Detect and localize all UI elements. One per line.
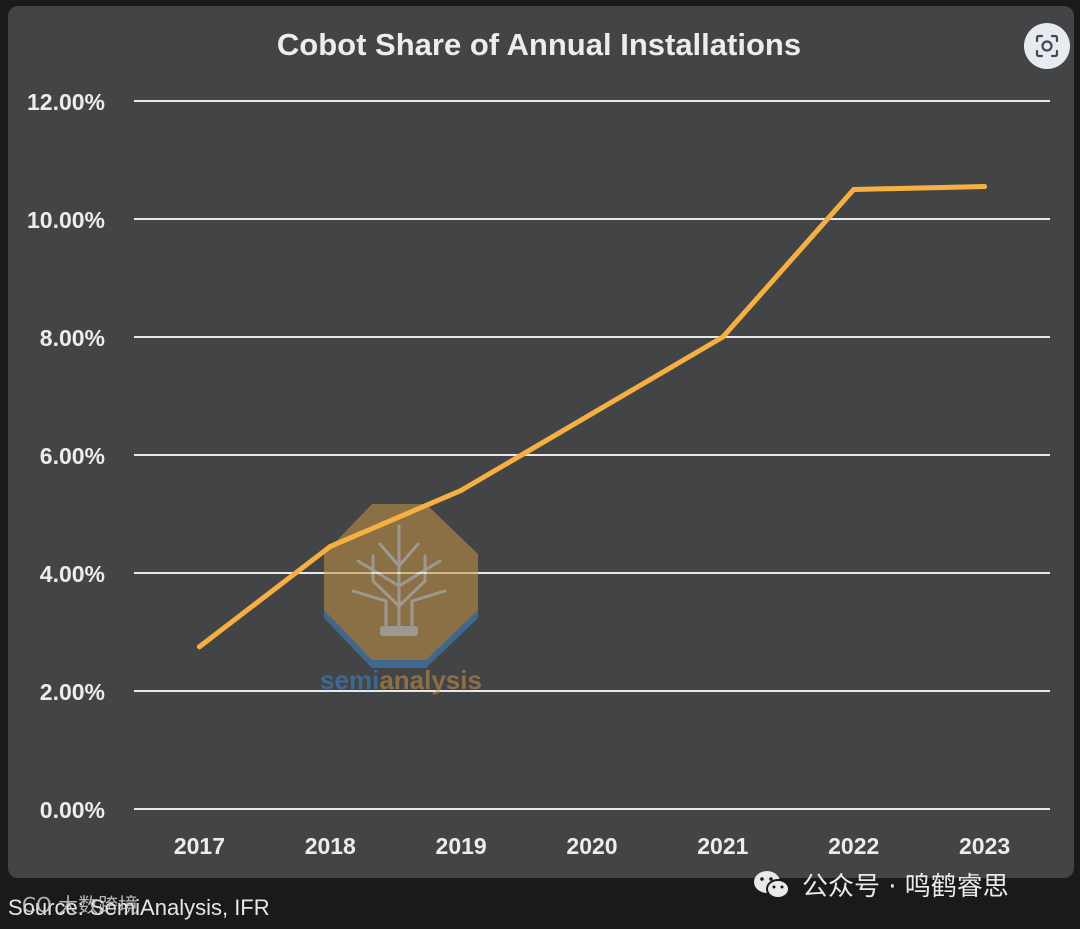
data-point [720,334,726,340]
x-tick-label: 2020 [566,833,617,859]
y-tick-label: 2.00% [40,679,105,705]
watermark-text: semianalysis [320,665,482,695]
y-tick-label: 6.00% [40,443,105,469]
y-tick-label: 12.00% [27,89,105,115]
data-point [982,184,988,190]
data-point [458,487,464,493]
y-tick-label: 0.00% [40,797,105,823]
semianalysis-logo-watermark: semianalysis [320,504,482,695]
x-axis-ticks: 2017 2018 2019 2020 2021 2022 2023 [174,833,1010,859]
wechat-account-name: 公众号 · 鸣鹤睿思 [802,872,1009,902]
data-point [851,187,857,192]
x-tick-label: 2022 [828,833,879,859]
wechat-icon [754,870,790,899]
gridlines [134,100,1050,810]
data-point [589,411,595,417]
y-axis-ticks: 0.00% 2.00% 4.00% 6.00% 8.00% 10.00% 12.00% [27,89,105,823]
source-overlay-text: CO 大数跨境 [22,893,139,917]
x-tick-label: 2018 [305,833,356,859]
x-tick-label: 2021 [697,833,748,859]
y-tick-label: 8.00% [40,325,105,351]
series-layer [196,184,988,650]
x-tick-label: 2019 [436,833,487,859]
y-tick-label: 10.00% [27,207,105,233]
x-tick-label: 2017 [174,833,225,859]
line-chart: Cobot Share of Annual Installations 0.00… [27,27,1050,859]
watermark-text-analysis: analysis [379,665,482,695]
y-tick-label: 4.00% [40,561,105,587]
data-point [196,644,202,650]
chart-title: Cobot Share of Annual Installations [277,27,801,62]
lens-icon [1035,34,1059,58]
data-point [327,543,333,549]
watermark-text-semi: semi [320,665,379,695]
source-caption: Source: SemiAnalysis, IFR [8,895,270,920]
image-search-button[interactable] [1024,23,1070,69]
wechat-account-label: 公众号 · 鸣鹤睿思 [752,866,1009,903]
series-line [196,184,988,650]
chart-card: Cobot Share of Annual Installations 0.00… [8,6,1074,878]
x-tick-label: 2023 [959,833,1010,859]
